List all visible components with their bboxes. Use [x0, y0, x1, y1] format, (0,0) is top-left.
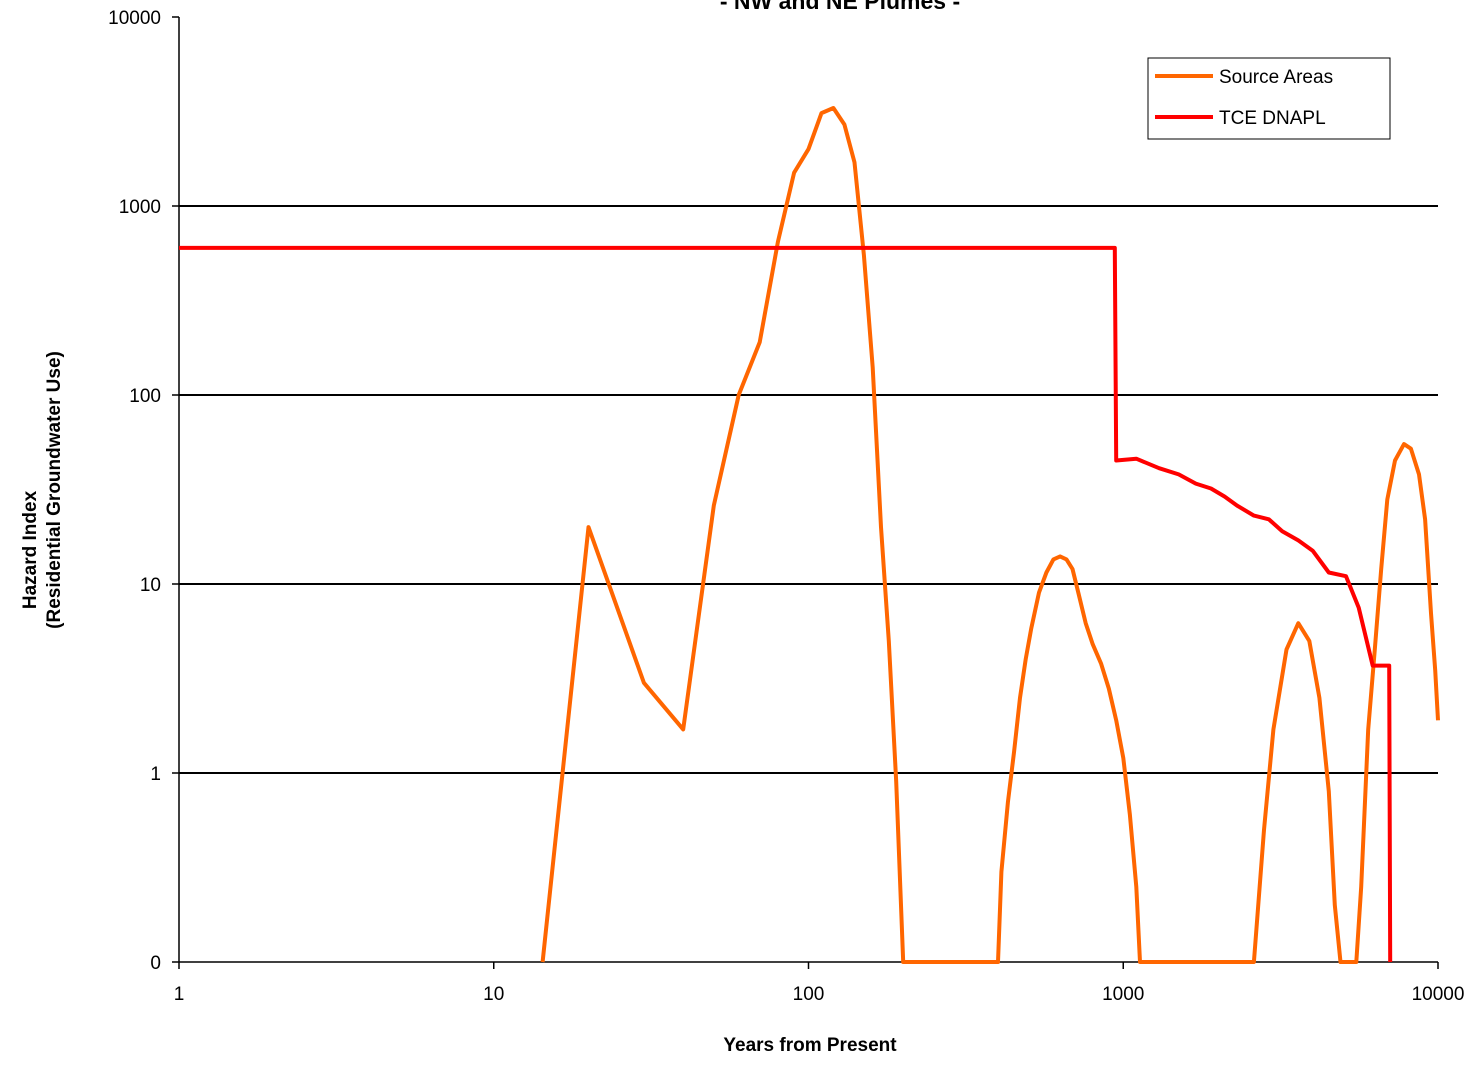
series-lines	[179, 106, 1440, 964]
legend-box	[1147, 57, 1391, 140]
y-tick-label: 10000	[108, 8, 161, 29]
y-axis-title-line2: (Residential Groundwater Use)	[44, 351, 65, 629]
chart-title: - NW and NE Plumes -	[720, 0, 960, 14]
legend: Source Areas TCE DNAPL	[1147, 57, 1391, 140]
y-tick-label: 100	[129, 386, 161, 407]
x-tick-label: 10	[483, 984, 504, 1005]
x-tick-label: 1	[174, 984, 185, 1005]
y-tick-label: 0	[150, 953, 161, 974]
x-tick-label: 100	[793, 984, 825, 1005]
legend-label-tce-dnapl: TCE DNAPL	[1219, 108, 1326, 129]
x-tick-label: 1000	[1102, 984, 1144, 1005]
series-line-tce-dnapl	[179, 245, 1393, 963]
x-axis-title: Years from Present	[723, 1035, 897, 1056]
gridlines	[179, 205, 1438, 774]
y-tick-label: 1	[150, 764, 161, 785]
legend-label-source-areas: Source Areas	[1219, 67, 1333, 88]
y-tick-label: 1000	[119, 197, 161, 218]
y-axis-title-line1: Hazard Index	[20, 490, 41, 609]
x-tick-label: 10000	[1412, 984, 1465, 1005]
y-tick-label: 10	[140, 575, 161, 596]
series-line-source-areas	[540, 106, 1440, 964]
